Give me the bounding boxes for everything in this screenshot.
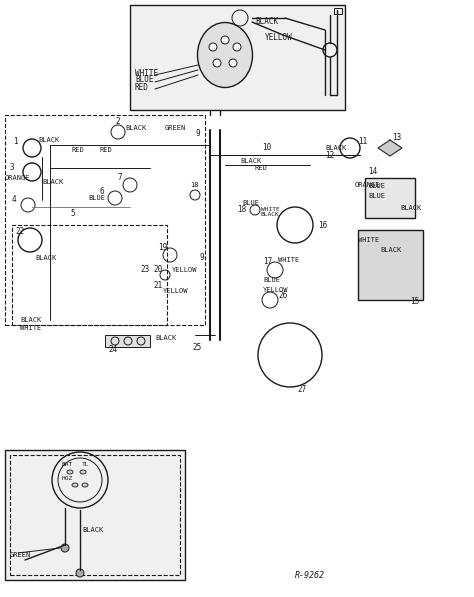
Text: 14: 14 xyxy=(368,168,377,177)
Text: 20: 20 xyxy=(153,266,162,275)
Text: YELLOW: YELLOW xyxy=(265,33,293,42)
Text: 27: 27 xyxy=(297,386,306,395)
Text: ORANGE: ORANGE xyxy=(5,175,30,181)
Text: BLACK: BLACK xyxy=(35,255,56,261)
Text: BLUE: BLUE xyxy=(135,75,154,85)
Text: BLUE: BLUE xyxy=(88,195,105,201)
Bar xyxy=(5,115,205,325)
Bar xyxy=(130,5,345,110)
Bar xyxy=(365,178,415,218)
Text: 9: 9 xyxy=(196,128,201,137)
Text: 26: 26 xyxy=(278,291,287,300)
Text: ORANGE: ORANGE xyxy=(355,182,381,188)
Text: TL: TL xyxy=(82,463,90,467)
Text: RED: RED xyxy=(135,82,149,91)
Ellipse shape xyxy=(80,470,86,474)
Circle shape xyxy=(209,43,217,51)
Text: YELLOW: YELLOW xyxy=(263,287,289,293)
Circle shape xyxy=(221,36,229,44)
Text: RED: RED xyxy=(100,147,113,153)
Text: BLUE: BLUE xyxy=(263,277,280,283)
Text: GREEN: GREEN xyxy=(165,125,186,131)
Circle shape xyxy=(229,59,237,67)
Text: RED: RED xyxy=(255,165,268,171)
Text: 10: 10 xyxy=(262,143,271,152)
Text: 18: 18 xyxy=(237,205,246,214)
Text: BLACK: BLACK xyxy=(255,17,278,26)
Ellipse shape xyxy=(82,483,88,487)
Bar xyxy=(334,8,342,14)
Ellipse shape xyxy=(198,23,253,88)
Text: 23: 23 xyxy=(140,266,149,275)
Text: 3: 3 xyxy=(10,164,15,173)
Text: BLACK: BLACK xyxy=(155,335,176,341)
Bar xyxy=(10,455,180,575)
Text: BLUE: BLUE xyxy=(368,193,385,199)
Bar xyxy=(358,230,423,300)
Text: YELLOW: YELLOW xyxy=(163,288,189,294)
Text: 11: 11 xyxy=(358,137,367,146)
Text: WHITE: WHITE xyxy=(135,69,158,78)
Text: R-9262: R-9262 xyxy=(295,571,325,580)
Text: BLACK: BLACK xyxy=(400,205,421,211)
Text: 16: 16 xyxy=(318,220,327,229)
Circle shape xyxy=(213,59,221,67)
Text: BLACK: BLACK xyxy=(42,179,63,185)
Text: 22: 22 xyxy=(15,227,24,236)
Text: 2: 2 xyxy=(115,118,119,127)
Text: BLACK: BLACK xyxy=(125,125,146,131)
Text: GREEN: GREEN xyxy=(10,552,31,558)
Text: 12: 12 xyxy=(325,150,334,159)
Text: 4: 4 xyxy=(12,195,17,205)
Polygon shape xyxy=(378,140,402,156)
Bar xyxy=(5,450,185,580)
Text: WHITE
BLACK: WHITE BLACK xyxy=(261,207,280,217)
Text: BAT: BAT xyxy=(62,463,73,467)
Circle shape xyxy=(61,544,69,552)
Bar xyxy=(12,225,167,325)
Text: BLACK: BLACK xyxy=(325,145,346,151)
Text: YELLOW: YELLOW xyxy=(172,267,198,273)
Ellipse shape xyxy=(67,470,73,474)
Text: 24: 24 xyxy=(108,346,117,355)
Text: HOZ: HOZ xyxy=(62,475,73,481)
Text: 18: 18 xyxy=(190,182,199,188)
Text: BLACK: BLACK xyxy=(38,137,59,143)
Text: 5: 5 xyxy=(70,208,74,217)
Text: WHITE: WHITE xyxy=(358,237,379,243)
Circle shape xyxy=(233,43,241,51)
Text: BLUE: BLUE xyxy=(368,183,385,189)
Text: BLACK: BLACK xyxy=(240,158,261,164)
Text: RED: RED xyxy=(72,147,85,153)
Circle shape xyxy=(76,569,84,577)
Bar xyxy=(105,335,150,347)
Text: BLUE: BLUE xyxy=(242,200,259,206)
Text: BLACK: BLACK xyxy=(20,317,41,323)
Text: 6: 6 xyxy=(100,187,105,196)
Text: BLACK: BLACK xyxy=(82,527,103,533)
Text: BLACK: BLACK xyxy=(380,247,401,253)
Ellipse shape xyxy=(72,483,78,487)
Text: 1: 1 xyxy=(13,137,18,146)
Text: 19: 19 xyxy=(158,244,167,253)
Text: 25: 25 xyxy=(192,343,201,352)
Text: 21: 21 xyxy=(153,281,162,290)
Text: 7: 7 xyxy=(118,174,123,183)
Text: 17: 17 xyxy=(263,257,272,266)
Text: 13: 13 xyxy=(392,134,401,143)
Text: 9: 9 xyxy=(200,253,205,261)
Text: WHITE: WHITE xyxy=(20,325,41,331)
Text: WHITE: WHITE xyxy=(278,257,299,263)
Text: 15: 15 xyxy=(410,297,419,306)
